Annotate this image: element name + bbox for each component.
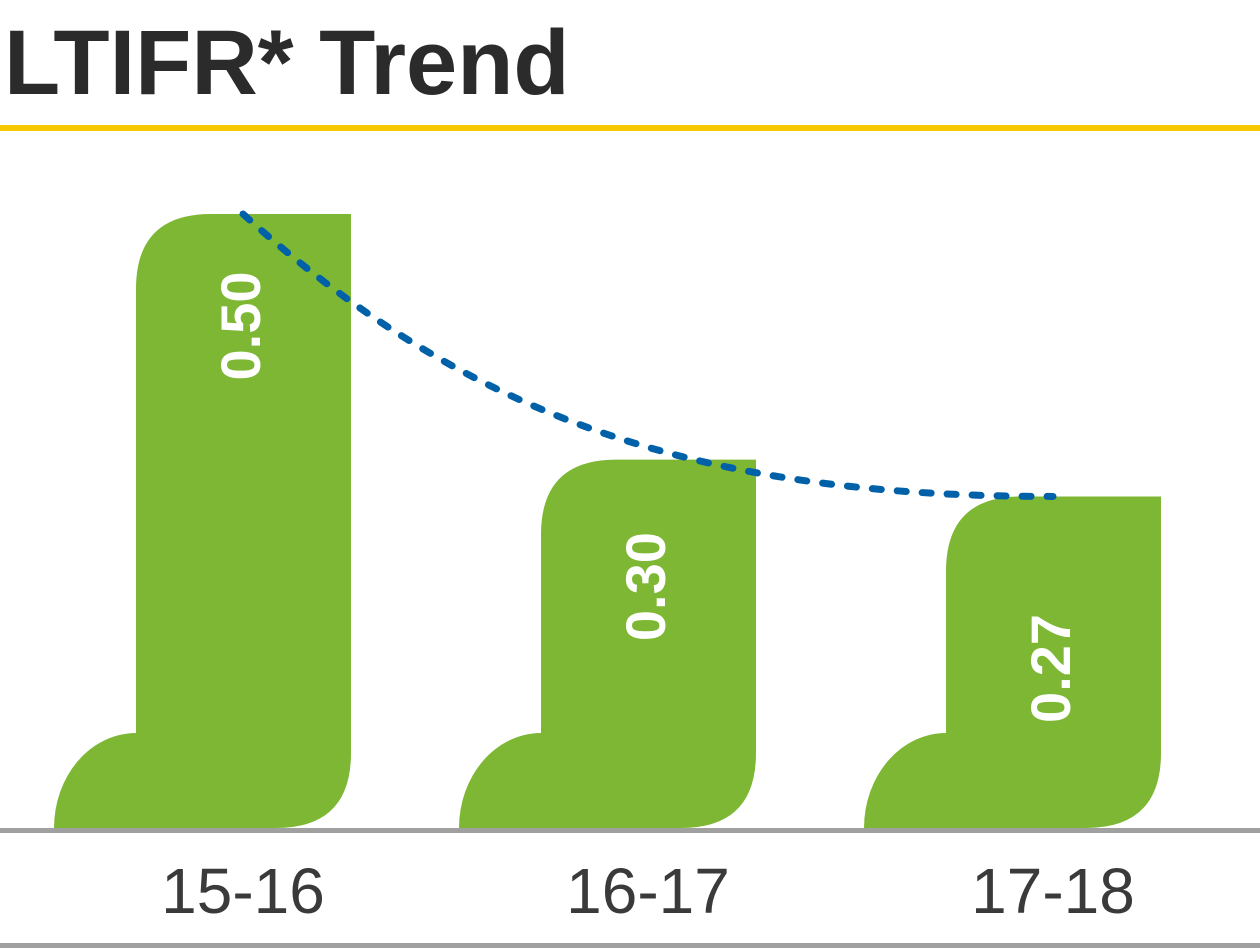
trend-line: [239, 210, 1057, 500]
value-label: 0.50: [209, 272, 272, 381]
x-tick-label: 17-18: [971, 855, 1135, 927]
x-tick-label: 16-17: [566, 855, 730, 927]
title-rule: [0, 125, 1260, 131]
bar: [864, 496, 1161, 828]
bar: [54, 214, 351, 828]
value-label: 0.27: [1019, 614, 1082, 723]
x-tick-label: 15-16: [161, 855, 325, 927]
bar: [459, 459, 756, 828]
bottom-rule: [0, 943, 1260, 948]
baseline: [0, 828, 1260, 833]
chart-title: LTIFR* Trend: [4, 12, 570, 114]
value-label: 0.30: [614, 532, 677, 641]
